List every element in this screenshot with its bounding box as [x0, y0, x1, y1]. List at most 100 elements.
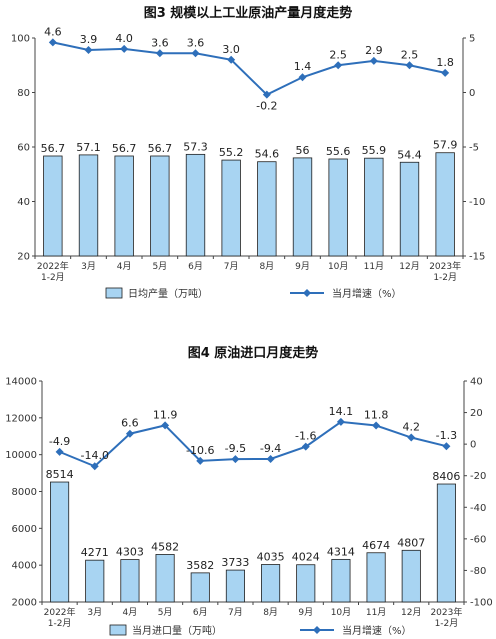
x-tick-label: 9月: [298, 607, 313, 618]
bar: [155, 554, 175, 603]
bar: [221, 159, 241, 257]
bar: [150, 155, 170, 257]
x-tick-label: 7月: [228, 607, 243, 618]
line-point-marker: [301, 442, 310, 451]
line-point-marker: [125, 429, 134, 438]
line-point-marker: [334, 61, 343, 70]
x-tick-label: 2022年 1-2月: [37, 260, 69, 283]
line-value-label: 3.9: [80, 33, 98, 46]
line-value-label: 4.6: [44, 25, 62, 38]
x-tick-label: 12月: [399, 261, 419, 272]
bar-value-label: 57.1: [76, 141, 101, 154]
x-tick-label: 2022年 1-2月: [44, 606, 76, 629]
bar-value-label: 4582: [151, 540, 179, 553]
y-right-tick-label: -15: [469, 252, 485, 263]
line-point-marker: [120, 44, 129, 53]
x-tick-label: 3月: [87, 607, 102, 618]
line-value-label: -4.9: [49, 435, 70, 448]
line-value-label: 2.5: [401, 48, 419, 61]
y-right-tick-label: -100: [470, 598, 493, 609]
bar-value-label: 4024: [292, 551, 320, 564]
legend-label: 当月进口量（万吨）: [132, 624, 222, 637]
bar: [328, 158, 348, 257]
y-left-tick-label: 2000: [12, 598, 37, 609]
line-value-label: -10.6: [186, 444, 214, 457]
bar-value-label: 56.7: [148, 142, 173, 155]
x-tick-label: 11月: [366, 607, 386, 618]
bar: [436, 483, 456, 603]
line-value-label: -0.2: [256, 100, 277, 113]
bar-value-label: 4035: [257, 551, 285, 564]
y-right-tick-label: 0: [469, 88, 475, 99]
line-point-marker: [369, 56, 378, 65]
line-point-marker: [407, 433, 416, 442]
bar-value-label: 54.4: [397, 148, 422, 161]
line-point-marker: [336, 417, 345, 426]
bar: [331, 558, 351, 603]
bar: [120, 559, 140, 603]
line-value-label: -1.3: [436, 429, 457, 442]
bar-value-label: 57.3: [183, 140, 208, 153]
bar-value-label: 4303: [116, 546, 144, 559]
line-series: [59, 420, 447, 468]
y-right-tick-label: -20: [470, 471, 486, 482]
line-value-label: -1.6: [295, 430, 316, 443]
bar-value-label: 56: [296, 144, 310, 157]
x-tick-label: 10月: [328, 261, 348, 272]
x-tick-label: 8月: [259, 261, 274, 272]
x-tick-label: 7月: [224, 261, 239, 272]
bar-value-label: 55.2: [219, 146, 244, 159]
bar: [114, 155, 134, 257]
bar-value-label: 54.6: [255, 148, 280, 161]
line-point-marker: [262, 90, 271, 99]
x-tick-label: 10月: [331, 607, 351, 618]
bar: [401, 549, 421, 603]
line-point-marker: [191, 49, 200, 58]
x-tick-label: 4月: [123, 607, 138, 618]
bar-value-label: 8514: [46, 468, 74, 481]
x-tick-label: 9月: [295, 261, 310, 272]
chart-crude-oil-import: 图4 原油进口月度走势 2000 4000 6000 8000 10000 12000 14…: [5, 345, 493, 637]
legend-line-marker: [313, 626, 321, 634]
bar-value-label: 57.9: [433, 139, 458, 152]
chart-title: 图4 原油进口月度走势: [188, 345, 319, 361]
y-left-tick-label: 40: [17, 197, 30, 208]
x-tick-label: 2023年 1-2月: [429, 260, 461, 283]
line-point-marker: [196, 456, 205, 465]
y-right-tick-label: 20: [470, 408, 483, 419]
y-right-tick-label: -60: [470, 534, 486, 545]
bar-value-label: 56.7: [41, 142, 66, 155]
y-left-tick-label: 6000: [12, 524, 37, 535]
y-left-tick-label: 100: [11, 34, 30, 45]
bar-value-label: 55.9: [362, 144, 387, 157]
bar-value-label: 3582: [186, 559, 214, 572]
x-tick-label: 6月: [193, 607, 208, 618]
bar: [364, 157, 384, 257]
y-right-tick-label: 0: [470, 440, 476, 451]
line-value-label: 3.6: [187, 36, 205, 49]
bar-value-label: 55.6: [326, 145, 351, 158]
bar: [185, 153, 206, 257]
line-value-label: 3.0: [222, 43, 240, 56]
bar: [225, 569, 245, 603]
bar: [78, 154, 99, 257]
line-point-marker: [48, 38, 57, 47]
legend-bar-swatch: [105, 287, 123, 299]
line-point-marker: [266, 454, 275, 463]
x-tick-label: 5月: [152, 261, 167, 272]
y-right-tick-label: -80: [470, 566, 486, 577]
x-tick-label: 11月: [364, 261, 384, 272]
bar: [43, 155, 63, 257]
line-point-marker: [231, 455, 240, 464]
bar-value-label: 4314: [327, 545, 355, 558]
chart-crude-oil-production: 图3 规模以上工业原油产量月度走势 20 40 60 80 100 -15 -10 -5 0 5 2…: [11, 5, 485, 300]
legend-label: 当月增速（%）: [332, 287, 402, 300]
y-left-tick-label: 20: [17, 252, 30, 263]
bar-value-label: 8406: [432, 470, 460, 483]
y-right-tick-label: 40: [470, 377, 483, 388]
line-value-label: 11.9: [153, 408, 178, 421]
line-value-label: 11.8: [364, 409, 389, 422]
bar-value-label: 3733: [221, 556, 249, 569]
y-left-tick-label: 12000: [5, 413, 37, 424]
y-right-tick-label: -5: [469, 143, 479, 154]
